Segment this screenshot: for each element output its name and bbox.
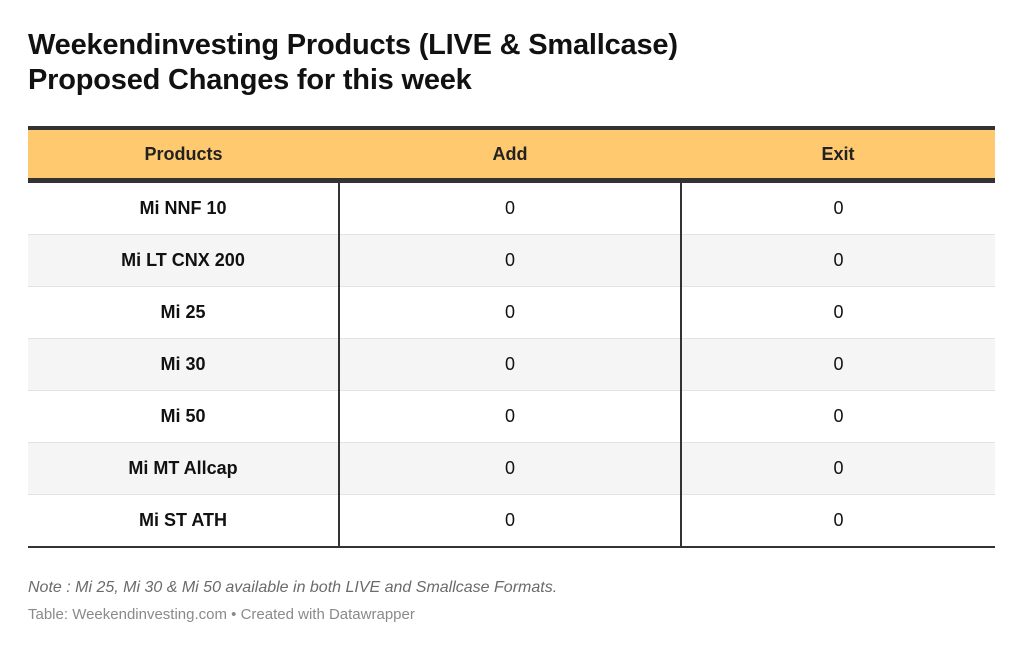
add-cell: 0 [339,494,682,548]
product-cell: Mi LT CNX 200 [28,234,340,287]
table-row: Mi NNF 10 0 0 [28,180,995,235]
table-row: Mi 30 0 0 [28,338,995,391]
table-row: Mi MT Allcap 0 0 [28,442,995,495]
footnote: Note : Mi 25, Mi 30 & Mi 50 available in… [28,579,558,596]
exit-cell: 0 [681,338,995,391]
column-header-exit[interactable]: Exit [681,126,995,183]
table-row: Mi ST ATH 0 0 [28,494,995,548]
add-cell: 0 [339,338,682,391]
title-line-1: Weekendinvesting Products (LIVE & Smallc… [28,29,678,61]
source-credit: Table: Weekendinvesting.com • Created wi… [28,606,415,623]
table-row: Mi LT CNX 200 0 0 [28,234,995,287]
exit-cell: 0 [681,180,995,235]
exit-cell: 0 [681,442,995,495]
column-header-add[interactable]: Add [339,126,681,183]
add-cell: 0 [339,442,682,495]
exit-cell: 0 [681,286,995,339]
changes-table-container: Products Add Exit Mi NNF 10 0 0 Mi LT CN… [28,126,995,548]
product-cell: Mi 25 [28,286,340,339]
title-line-2: Proposed Changes for this week [28,64,472,96]
add-cell: 0 [339,286,682,339]
exit-cell: 0 [681,494,995,548]
product-cell: Mi 30 [28,338,340,391]
table-row: Mi 50 0 0 [28,390,995,443]
exit-cell: 0 [681,234,995,287]
add-cell: 0 [339,180,682,235]
changes-table: Products Add Exit Mi NNF 10 0 0 Mi LT CN… [28,126,995,548]
column-header-products[interactable]: Products [28,126,339,183]
table-row: Mi 25 0 0 [28,286,995,339]
product-cell: Mi NNF 10 [28,180,340,235]
table-header-row: Products Add Exit [28,126,995,183]
add-cell: 0 [339,390,682,443]
page-title: Weekendinvesting Products (LIVE & Smallc… [28,28,988,98]
add-cell: 0 [339,234,682,287]
product-cell: Mi 50 [28,390,340,443]
product-cell: Mi MT Allcap [28,442,340,495]
product-cell: Mi ST ATH [28,494,340,548]
exit-cell: 0 [681,390,995,443]
